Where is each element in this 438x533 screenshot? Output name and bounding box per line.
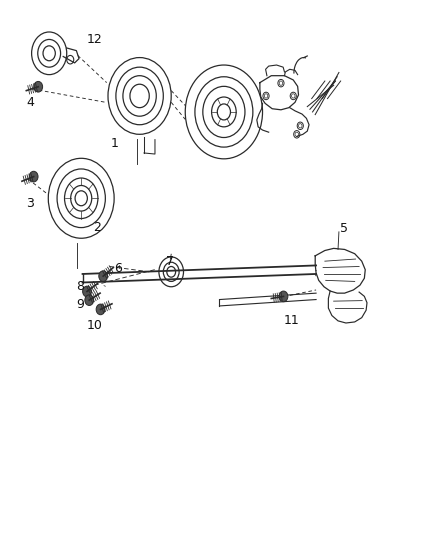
Circle shape — [29, 171, 38, 182]
Text: 10: 10 — [86, 319, 102, 332]
Circle shape — [96, 304, 105, 314]
Text: 3: 3 — [26, 197, 34, 210]
Circle shape — [99, 271, 107, 281]
Circle shape — [279, 291, 287, 302]
Circle shape — [85, 295, 93, 305]
Text: 12: 12 — [86, 34, 102, 46]
Text: 8: 8 — [76, 280, 84, 293]
Circle shape — [82, 286, 91, 297]
Text: 6: 6 — [113, 262, 121, 274]
Circle shape — [34, 82, 42, 92]
Text: 5: 5 — [339, 222, 347, 235]
Text: 1: 1 — [111, 138, 119, 150]
Text: 4: 4 — [26, 96, 34, 109]
Text: 11: 11 — [283, 314, 298, 327]
Text: 9: 9 — [76, 298, 84, 311]
Text: 2: 2 — [92, 221, 100, 234]
Text: 7: 7 — [166, 255, 174, 268]
